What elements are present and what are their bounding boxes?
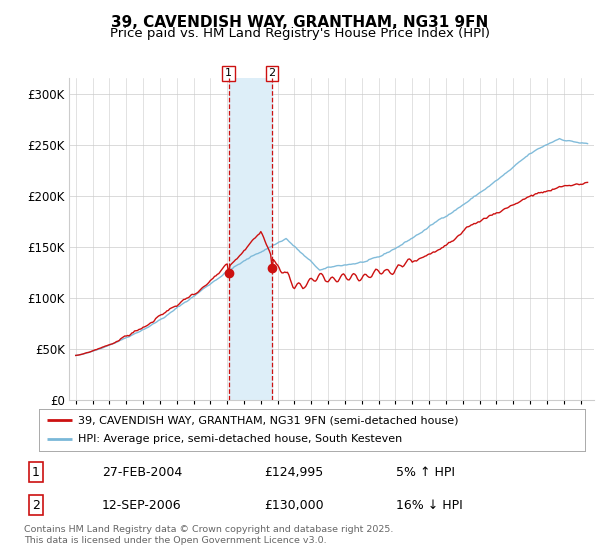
Text: 1: 1: [32, 465, 40, 479]
Text: Price paid vs. HM Land Registry's House Price Index (HPI): Price paid vs. HM Land Registry's House …: [110, 27, 490, 40]
Text: HPI: Average price, semi-detached house, South Kesteven: HPI: Average price, semi-detached house,…: [79, 435, 403, 445]
Text: £124,995: £124,995: [264, 465, 323, 479]
Bar: [229, 78, 272, 400]
Text: 2: 2: [268, 68, 275, 78]
Text: 16% ↓ HPI: 16% ↓ HPI: [396, 498, 463, 512]
Text: 12-SEP-2006: 12-SEP-2006: [102, 498, 182, 512]
Text: 1: 1: [225, 68, 232, 78]
Text: 27-FEB-2004: 27-FEB-2004: [102, 465, 182, 479]
Text: 5% ↑ HPI: 5% ↑ HPI: [396, 465, 455, 479]
Text: 39, CAVENDISH WAY, GRANTHAM, NG31 9FN: 39, CAVENDISH WAY, GRANTHAM, NG31 9FN: [112, 15, 488, 30]
Text: 2: 2: [32, 498, 40, 512]
Text: Contains HM Land Registry data © Crown copyright and database right 2025.
This d: Contains HM Land Registry data © Crown c…: [24, 525, 394, 545]
Text: 39, CAVENDISH WAY, GRANTHAM, NG31 9FN (semi-detached house): 39, CAVENDISH WAY, GRANTHAM, NG31 9FN (s…: [79, 415, 459, 425]
Text: £130,000: £130,000: [264, 498, 323, 512]
